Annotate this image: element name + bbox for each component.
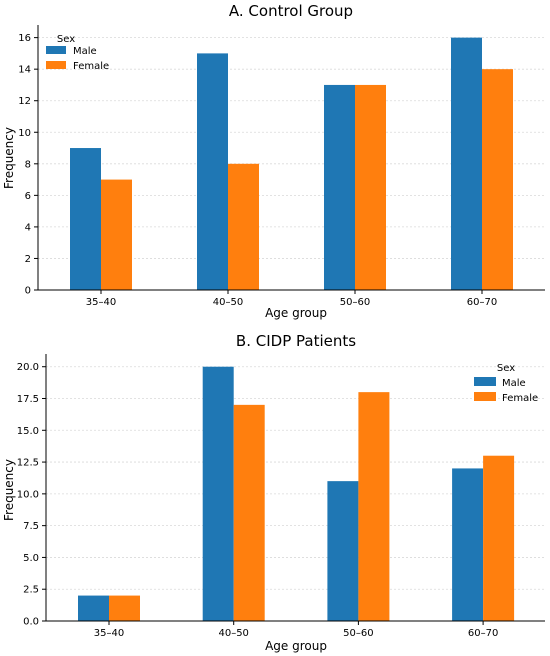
bar-female-2: [233, 404, 265, 621]
bars: [78, 366, 515, 621]
bar-female-2: [228, 163, 259, 290]
y-tick-label: 16: [18, 33, 31, 44]
legend-swatch-male: [46, 46, 66, 54]
y-tick-label: 20.0: [17, 362, 39, 373]
legend-swatch-female: [474, 392, 496, 401]
legend-swatch-female: [46, 61, 66, 69]
y-axis-label: Frequency: [2, 127, 16, 189]
y-tick-label: 6: [25, 191, 31, 202]
chart-title: A. Control Group: [229, 2, 353, 20]
bar-female-3: [355, 84, 386, 290]
legend-label-female: Female: [502, 393, 538, 404]
legend: Sex Male Female: [474, 363, 538, 404]
bar-male-1: [70, 148, 101, 290]
y-tick-label: 0: [25, 286, 31, 297]
x-axis-label: Age group: [265, 306, 327, 320]
legend: Sex Male Female: [46, 34, 109, 72]
y-tick-label: 2: [25, 254, 31, 265]
y-tick-label: 7.5: [23, 521, 39, 532]
bar-female-4: [483, 455, 515, 621]
bar-female-1: [101, 179, 132, 290]
legend-label-female: Female: [73, 61, 109, 72]
x-axis-label: Age group: [265, 639, 327, 653]
x-ticks: 35–40 40–50 50–60 60–70: [94, 621, 498, 639]
legend-title: Sex: [497, 363, 515, 374]
bar-male-1: [78, 595, 109, 621]
y-tick-label: 14: [18, 65, 31, 76]
bar-male-4: [452, 468, 484, 621]
x-tick-label: 60–70: [468, 628, 498, 639]
y-tick-label: 0.0: [23, 617, 39, 628]
y-tick-label: 15.0: [17, 426, 39, 437]
bar-female-3: [358, 392, 390, 621]
legend-title: Sex: [57, 34, 75, 45]
bar-male-4: [451, 37, 482, 290]
y-tick-label: 10.0: [17, 489, 39, 500]
legend-swatch-male: [474, 377, 496, 386]
x-tick-label: 35–40: [94, 628, 124, 639]
chart-control-group: A. Control Group 0 2 4 6 8 10 12 14 16 35–40 40–5…: [2, 2, 545, 320]
y-axis-label: Frequency: [2, 459, 16, 521]
bar-male-3: [324, 84, 355, 290]
legend-label-male: Male: [502, 378, 526, 389]
x-tick-label: 50–60: [343, 628, 373, 639]
x-tick-label: 40–50: [218, 628, 248, 639]
y-tick-label: 10: [18, 128, 31, 139]
legend-label-male: Male: [73, 46, 97, 57]
x-tick-label: 60–70: [467, 297, 497, 308]
chart-title: B. CIDP Patients: [236, 332, 356, 350]
y-ticks: 0 2 4 6 8 10 12 14 16: [18, 33, 38, 297]
y-tick-label: 12: [18, 96, 31, 107]
chart-cidp-patients: B. CIDP Patients 0.0 2.5 5.0 7.5 10.0 12.5 15.…: [2, 332, 545, 653]
x-ticks: 35–40 40–50 50–60 60–70: [86, 290, 497, 308]
y-ticks: 0.0 2.5 5.0 7.5 10.0 12.5 15.0 17.5 20.0: [17, 362, 46, 628]
y-tick-label: 8: [25, 159, 31, 170]
x-tick-label: 50–60: [340, 297, 370, 308]
y-tick-label: 2.5: [23, 585, 39, 596]
bars: [70, 37, 513, 291]
x-tick-label: 40–50: [213, 297, 243, 308]
y-tick-label: 4: [25, 222, 31, 233]
y-tick-label: 5.0: [23, 553, 39, 564]
y-tick-label: 17.5: [17, 394, 39, 405]
bar-male-3: [327, 481, 359, 621]
x-tick-label: 35–40: [86, 297, 116, 308]
bar-male-2: [202, 366, 234, 621]
y-tick-label: 12.5: [17, 458, 39, 469]
bar-female-4: [482, 69, 513, 291]
bar-male-2: [197, 53, 228, 291]
bar-female-1: [109, 595, 140, 621]
